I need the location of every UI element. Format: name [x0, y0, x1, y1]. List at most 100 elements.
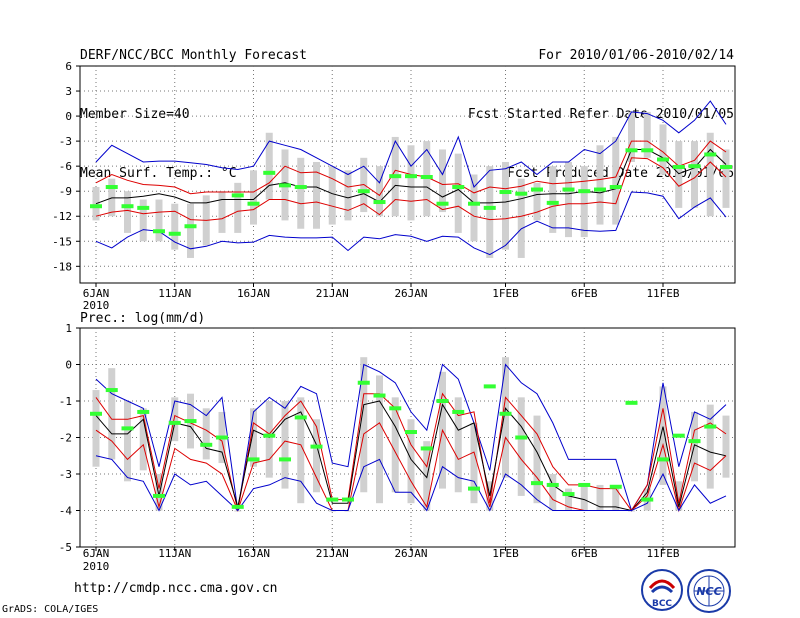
x-tick-label: 11JAN [158, 287, 191, 300]
observed-marker [657, 457, 669, 462]
chart-title: DERF/NCC/BCC Monthly Forecast [80, 48, 307, 63]
ensemble-box [171, 203, 179, 250]
observed-marker [263, 433, 276, 438]
observed-marker [609, 185, 622, 190]
ensemble-box [376, 375, 383, 504]
observed-marker [121, 426, 134, 431]
observed-marker [672, 433, 685, 438]
observed-marker [436, 201, 449, 206]
ensemble-box [533, 415, 541, 504]
ensemble-box [407, 145, 415, 221]
ensemble-box [517, 397, 525, 496]
ensemble-box [502, 357, 509, 478]
x-tick-sublabel: 2010 [83, 560, 110, 573]
x-tick-label: 6FEB [571, 547, 598, 560]
y-tick-label: 0 [65, 359, 72, 372]
ensemble-box [124, 191, 131, 233]
precip-variable-label: Prec.: log(mm/d) [80, 311, 205, 326]
observed-marker [704, 152, 717, 157]
observed-marker [279, 183, 291, 188]
bcc-logo: BCC [641, 569, 683, 611]
ensemble-box [675, 141, 683, 208]
x-tick-label: 11FEB [646, 287, 679, 300]
ensemble-box [502, 161, 509, 250]
observed-marker [389, 406, 402, 411]
observed-marker [704, 424, 717, 429]
x-tick-label: 1FEB [492, 287, 519, 300]
observed-marker [531, 481, 543, 486]
ensemble-box [470, 174, 478, 242]
ensemble-box [171, 397, 179, 442]
x-tick-sublabel: 2010 [83, 299, 110, 312]
observed-marker [499, 190, 512, 195]
observed-marker [436, 399, 449, 403]
series-mean-line [95, 400, 727, 512]
ensemble-box [722, 149, 730, 208]
observed-marker [515, 435, 528, 440]
ensemble-box [155, 199, 163, 242]
observed-marker [625, 400, 638, 405]
observed-marker [625, 148, 638, 153]
observed-marker [405, 430, 417, 435]
ensemble-box [565, 161, 572, 238]
observed-marker [562, 492, 575, 497]
header-left: DERF/NCC/BCC Monthly Forecast Member Siz… [80, 8, 307, 204]
ensemble-box [360, 357, 368, 493]
ensemble-box [108, 368, 116, 460]
observed-marker [153, 493, 165, 498]
footer-url[interactable]: http://cmdp.ncc.cma.gov.cn [74, 581, 278, 596]
observed-marker [357, 189, 370, 194]
observed-marker [279, 457, 291, 462]
ensemble-box [470, 422, 478, 504]
ensemble-box [565, 488, 572, 511]
ensemble-box [92, 187, 100, 221]
observed-marker [720, 164, 732, 169]
observed-marker [137, 205, 150, 210]
x-tick-label: 11FEB [646, 547, 679, 560]
ensemble-box [643, 111, 651, 158]
series-max-line [95, 363, 727, 512]
x-tick-label: 26JAN [394, 547, 427, 560]
ncc-logo: NCC [687, 569, 731, 613]
observed-marker [121, 204, 134, 209]
observed-marker [216, 435, 228, 440]
observed-marker [373, 200, 386, 205]
series-min-line [95, 455, 727, 512]
y-tick-label: 1 [65, 322, 72, 335]
header-right: For 2010/01/06-2010/02/14 Fcst Started R… [468, 8, 734, 204]
y-tick-label: 0 [65, 110, 72, 123]
observed-marker [452, 185, 465, 190]
observed-marker [468, 486, 480, 491]
ensemble-box [580, 166, 588, 238]
ensemble-box [297, 397, 305, 504]
ensemble-box [139, 199, 147, 242]
observed-marker [90, 411, 102, 416]
ensemble-box [722, 415, 730, 478]
y-tick-label: -2 [59, 432, 72, 445]
svg-text:NCC: NCC [696, 585, 721, 598]
observed-marker [105, 388, 118, 393]
observed-marker [657, 157, 669, 162]
ensemble-box [596, 145, 604, 225]
x-tick-label: 16JAN [237, 547, 270, 560]
grads-credit: GrADS: COLA/IGES [2, 604, 99, 615]
observed-marker [105, 185, 118, 190]
ensemble-box [549, 474, 557, 511]
observed-marker [90, 204, 102, 209]
observed-marker [231, 504, 244, 509]
observed-marker [247, 457, 260, 462]
ensemble-box [376, 166, 383, 217]
y-tick-label: 3 [65, 85, 72, 98]
forecast-period: For 2010/01/06-2010/02/14 [538, 48, 734, 63]
ensemble-box [659, 386, 667, 485]
y-tick-label: -5 [59, 541, 72, 554]
ensemble-box [250, 408, 257, 467]
y-tick-label: -1 [59, 395, 72, 408]
observed-marker [294, 185, 307, 190]
observed-marker [168, 420, 181, 425]
ensemble-box [265, 132, 273, 200]
plot-frame [79, 65, 736, 284]
observed-marker [483, 205, 496, 210]
